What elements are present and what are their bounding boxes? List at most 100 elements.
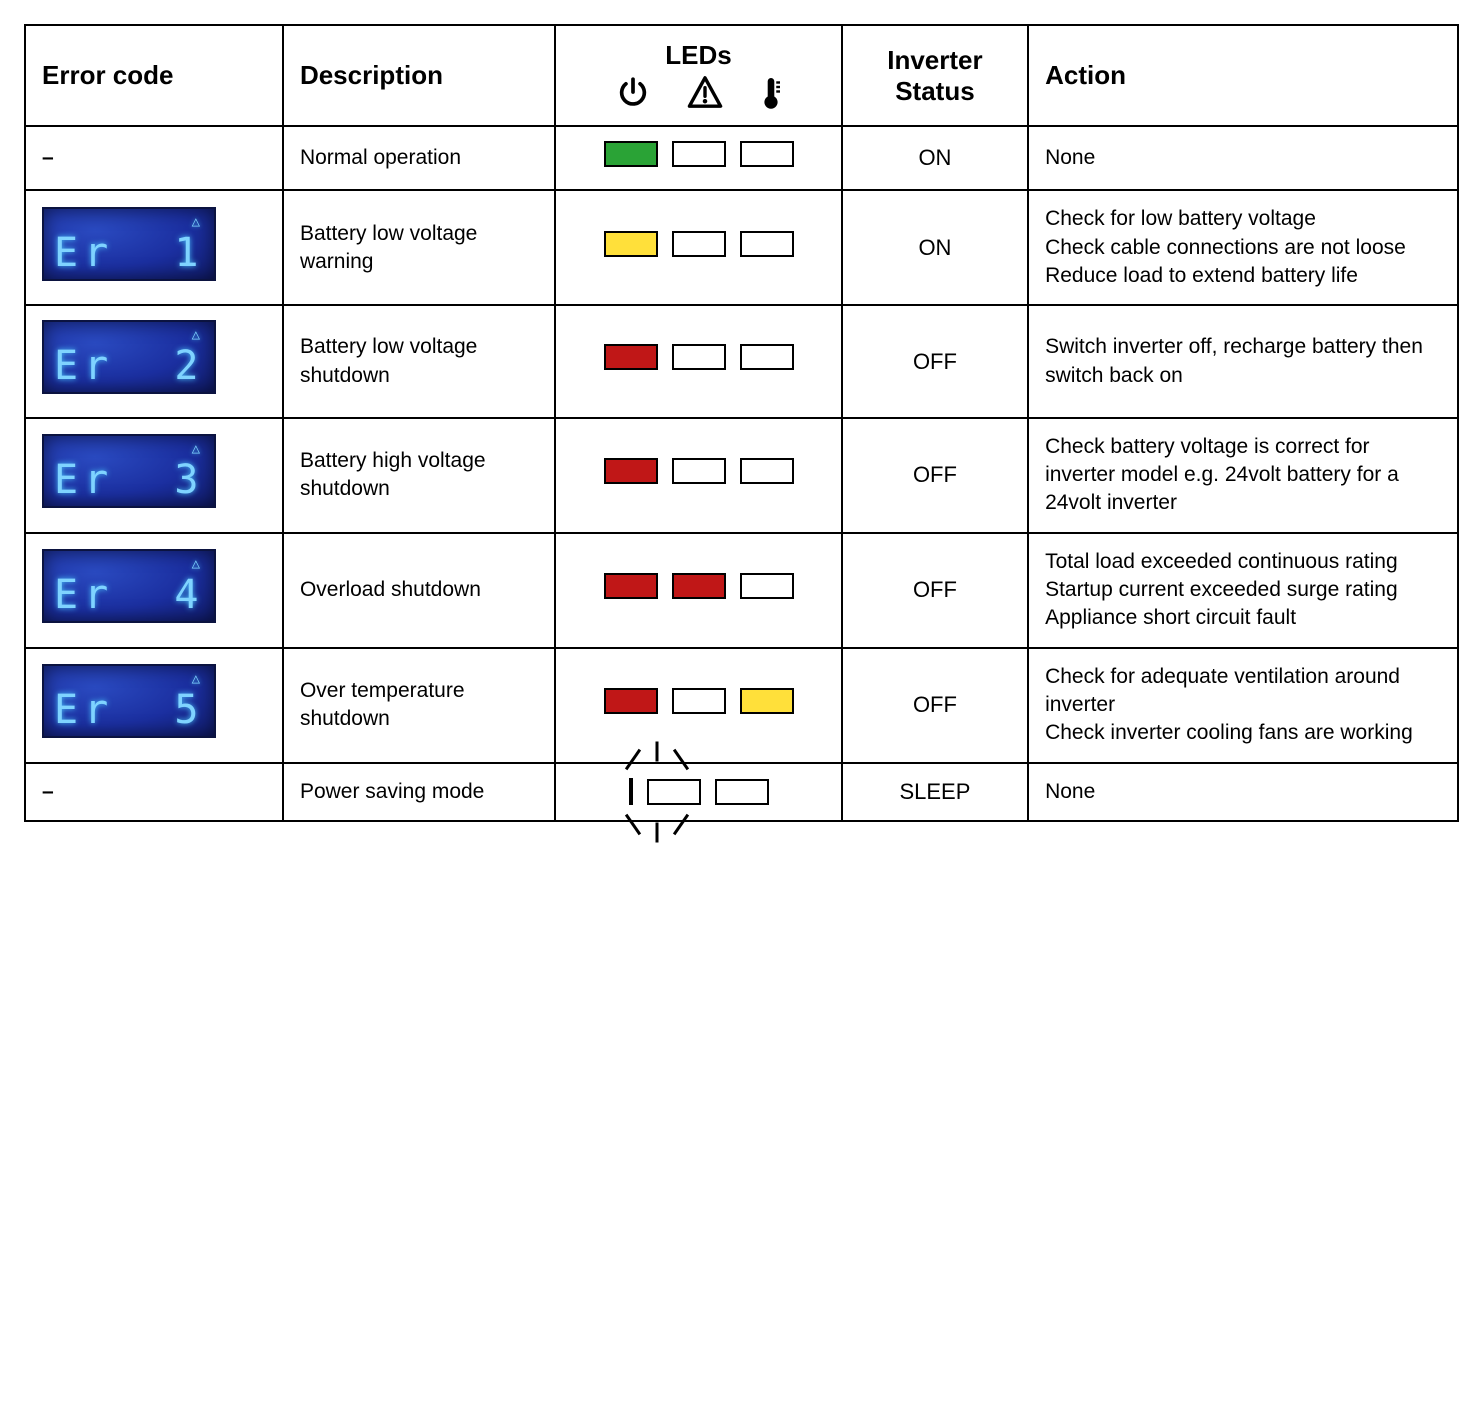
cell-leds <box>555 418 842 533</box>
led-indicator <box>740 344 794 370</box>
cell-error-code: – <box>25 763 283 821</box>
table-row: – Normal operation ONNone <box>25 126 1458 190</box>
led-indicator <box>604 344 658 370</box>
cell-action: Total load exceeded continuous rating St… <box>1028 533 1458 648</box>
led-group <box>604 573 794 599</box>
cell-inverter-status: OFF <box>842 648 1028 763</box>
flash-ray <box>672 814 688 835</box>
cell-description: Battery high voltage shutdown <box>283 418 555 533</box>
cell-leds <box>555 305 842 417</box>
led-indicator <box>672 141 726 167</box>
lcd-display: Er 1△ <box>42 207 216 281</box>
cell-action: None <box>1028 126 1458 190</box>
led-indicator <box>740 573 794 599</box>
led-indicator <box>740 231 794 257</box>
header-leds: LEDs <box>555 25 842 126</box>
cell-action: None <box>1028 763 1458 821</box>
lcd-text: Er 5 <box>54 690 204 730</box>
cell-inverter-status: SLEEP <box>842 763 1028 821</box>
header-action: Action <box>1028 25 1458 126</box>
cell-inverter-status: OFF <box>842 418 1028 533</box>
flash-ray <box>655 823 658 843</box>
cell-leds <box>555 190 842 305</box>
cell-leds <box>555 763 842 821</box>
cell-inverter-status: OFF <box>842 305 1028 417</box>
header-led-icons <box>572 75 825 111</box>
cell-leds <box>555 648 842 763</box>
thermometer-icon <box>760 75 782 111</box>
led-indicator <box>740 141 794 167</box>
cell-description: Battery low voltage warning <box>283 190 555 305</box>
cell-inverter-status: OFF <box>842 533 1028 648</box>
lcd-display: Er 4△ <box>42 549 216 623</box>
header-error-code: Error code <box>25 25 283 126</box>
led-group <box>604 231 794 257</box>
lcd-warning-icon: △ <box>192 670 206 689</box>
cell-description: Battery low voltage shutdown <box>283 305 555 417</box>
table-row: Er 4△ Overload shutdown OFFTotal load exce… <box>25 533 1458 648</box>
cell-error-code: Er 4△ <box>25 533 283 648</box>
table-row: Er 2△ Battery low voltage shutdown OFFSwit… <box>25 305 1458 417</box>
lcd-display: Er 5△ <box>42 664 216 738</box>
flash-ray <box>655 741 658 761</box>
cell-description: Power saving mode <box>283 763 555 821</box>
led-indicator <box>604 141 658 167</box>
led-indicator <box>740 458 794 484</box>
lcd-display: Er 2△ <box>42 320 216 394</box>
lcd-warning-icon: △ <box>192 555 206 574</box>
cell-error-code: – <box>25 126 283 190</box>
table-row: Er 5△ Over temperature shutdown OFFCheck f… <box>25 648 1458 763</box>
lcd-text: Er 1 <box>54 233 204 273</box>
table-header-row: Error code Description LEDs <box>25 25 1458 126</box>
header-inverter-status: Inverter Status <box>842 25 1028 126</box>
led-indicator <box>672 573 726 599</box>
cell-description: Over temperature shutdown <box>283 648 555 763</box>
lcd-warning-icon: △ <box>192 213 206 232</box>
flash-ray <box>624 814 640 835</box>
lcd-text: Er 3 <box>54 460 204 500</box>
led-indicator <box>647 779 701 805</box>
lcd-display: Er 3△ <box>42 434 216 508</box>
led-indicator <box>604 688 658 714</box>
cell-error-code: Er 2△ <box>25 305 283 417</box>
cell-description: Normal operation <box>283 126 555 190</box>
led-group <box>604 344 794 370</box>
cell-error-code: Er 3△ <box>25 418 283 533</box>
led-group <box>604 141 794 167</box>
table-row: Er 1△Battery low voltage warningONCheck … <box>25 190 1458 305</box>
cell-leds <box>555 126 842 190</box>
cell-action: Switch inverter off, recharge battery th… <box>1028 305 1458 417</box>
cell-leds <box>555 533 842 648</box>
led-indicator <box>715 779 769 805</box>
table-row: – Power saving mode SLEEPNone <box>25 763 1458 821</box>
cell-error-code: Er 1△ <box>25 190 283 305</box>
cell-action: Check for adequate ventilation around in… <box>1028 648 1458 763</box>
table-row: Er 3△ Battery high voltage shutdown OFFChe… <box>25 418 1458 533</box>
header-leds-label: LEDs <box>572 40 825 71</box>
led-indicator <box>629 778 633 805</box>
led-indicator <box>672 231 726 257</box>
power-icon <box>616 75 650 109</box>
led-flash-wrapper <box>629 778 633 806</box>
code-dash: – <box>42 780 54 803</box>
led-indicator <box>604 573 658 599</box>
cell-description: Overload shutdown <box>283 533 555 648</box>
led-group <box>604 458 794 484</box>
warning-icon <box>686 75 724 109</box>
code-dash: – <box>42 146 54 169</box>
led-indicator <box>740 688 794 714</box>
led-indicator <box>604 458 658 484</box>
header-description: Description <box>283 25 555 126</box>
cell-inverter-status: ON <box>842 126 1028 190</box>
cell-inverter-status: ON <box>842 190 1028 305</box>
led-group <box>604 688 794 714</box>
lcd-text: Er 2 <box>54 346 204 386</box>
lcd-warning-icon: △ <box>192 440 206 459</box>
lcd-text: Er 4 <box>54 575 204 615</box>
table-body: –Normal operationONNoneEr 1△Battery low … <box>25 126 1458 821</box>
led-indicator <box>604 231 658 257</box>
led-indicator <box>672 344 726 370</box>
led-indicator <box>672 458 726 484</box>
led-group <box>629 778 769 806</box>
cell-action: Check battery voltage is correct for inv… <box>1028 418 1458 533</box>
